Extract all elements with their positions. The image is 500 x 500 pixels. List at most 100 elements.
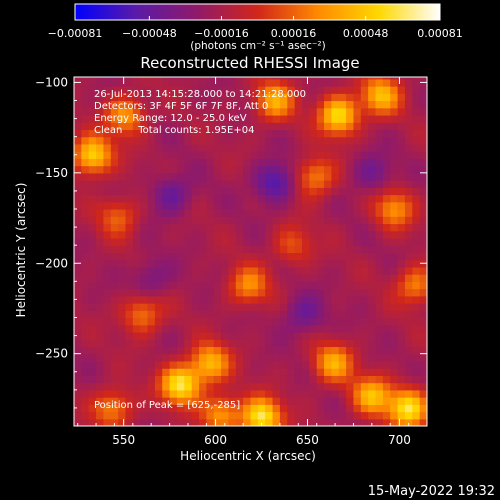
heatmap-cell [360, 136, 369, 145]
heatmap-cell [199, 143, 207, 152]
heatmap-cell [74, 288, 82, 297]
heatmap-cell [301, 223, 310, 232]
heatmap-cell [118, 360, 127, 369]
heatmap-cell [375, 346, 384, 355]
heatmap-cell [294, 375, 303, 384]
heatmap-cell [397, 129, 406, 138]
heatmap-cell [316, 86, 325, 94]
heatmap-cell [88, 151, 97, 159]
heatmap-cell [272, 418, 281, 426]
heatmap-cell [199, 339, 207, 348]
heatmap-cell [213, 143, 222, 152]
heatmap-cell [147, 317, 156, 326]
heatmap-cell [147, 274, 156, 282]
heatmap-cell [147, 86, 156, 94]
heatmap-cell [419, 77, 427, 80]
heatmap-cell [368, 295, 377, 304]
heatmap-cell [81, 303, 90, 311]
heatmap-cell [154, 107, 163, 116]
heatmap-cell [154, 143, 163, 152]
heatmap-cell [346, 368, 355, 376]
heatmap-cell [265, 165, 274, 174]
heatmap-cell [309, 295, 318, 304]
heatmap-cell [169, 411, 178, 420]
heatmap-cell [375, 418, 384, 426]
heatmap-cell [96, 223, 105, 232]
heatmap-cell [162, 78, 171, 87]
heatmap-cell [287, 107, 296, 116]
heatmap-cell [213, 346, 222, 355]
heatmap-cell [353, 230, 362, 239]
heatmap-cell [169, 389, 178, 398]
heatmap-cell [191, 317, 200, 326]
heatmap-cell [154, 209, 163, 217]
heatmap-cell [272, 194, 281, 203]
heatmap-cell [294, 114, 303, 123]
heatmap-cell [272, 237, 281, 246]
heatmap-cell [154, 303, 163, 311]
heatmap-cell [265, 317, 274, 326]
heatmap-cell [419, 266, 427, 275]
heatmap-cell [169, 100, 178, 109]
heatmap-cell [287, 165, 296, 174]
heatmap-cell [103, 78, 112, 87]
heatmap-cell [265, 404, 274, 413]
heatmap-cell [257, 339, 266, 348]
heatmap-cell [96, 194, 105, 203]
heatmap-cell [331, 172, 340, 181]
heatmap-cell [301, 86, 310, 94]
x-tick-label: 650 [296, 433, 319, 447]
heatmap-cell [176, 216, 185, 225]
heatmap-cell [81, 143, 90, 152]
heatmap-cell [382, 324, 391, 333]
heatmap-cell [140, 274, 149, 282]
heatmap-cell [96, 230, 105, 239]
heatmap-cell [81, 136, 90, 145]
heatmap-cell [74, 158, 82, 167]
heatmap-cell [74, 180, 82, 188]
heatmap-cell [199, 86, 207, 94]
heatmap-cell [176, 295, 185, 304]
heatmap-cell [235, 209, 244, 217]
heatmap-cell [390, 93, 399, 102]
heatmap-cell [265, 209, 274, 217]
heatmap-cell [404, 209, 413, 217]
heatmap-cell [404, 295, 413, 304]
heatmap-cell [118, 339, 127, 348]
heatmap-cell [154, 404, 163, 413]
heatmap-cell [125, 281, 134, 290]
heatmap-cell [404, 259, 413, 268]
heatmap-cell [397, 187, 406, 196]
heatmap-cell [397, 331, 406, 340]
heatmap-cell [132, 295, 141, 304]
heatmap-cell [103, 158, 112, 167]
heatmap-cell [390, 375, 399, 384]
heatmap-cell [390, 245, 399, 253]
heatmap-cell [279, 209, 288, 217]
heatmap-cell [103, 397, 112, 405]
heatmap-cell [419, 143, 427, 152]
heatmap-cell [132, 151, 141, 159]
heatmap-cell [272, 172, 281, 181]
heatmap-cell [331, 360, 340, 369]
heatmap-cell [235, 158, 244, 167]
heatmap-cell [324, 143, 332, 152]
heatmap-cell [294, 172, 303, 181]
annotation-peak-position: Position of Peak = [625,-285] [94, 400, 240, 411]
heatmap-cell [397, 122, 406, 131]
heatmap-cell [250, 122, 259, 131]
heatmap-cell [316, 324, 325, 333]
heatmap-cell [169, 259, 178, 268]
heatmap-cell [132, 404, 141, 413]
heatmap-cell [316, 360, 325, 369]
heatmap-cell [250, 194, 259, 203]
heatmap-cell [382, 216, 391, 225]
heatmap-cell [316, 317, 325, 326]
heatmap-cell [331, 143, 340, 152]
heatmap-cell [375, 129, 384, 138]
heatmap-cell [206, 223, 215, 232]
heatmap-cell [382, 389, 391, 398]
heatmap-cell [88, 397, 97, 405]
heatmap-cell [287, 158, 296, 167]
heatmap-cell [147, 180, 156, 188]
